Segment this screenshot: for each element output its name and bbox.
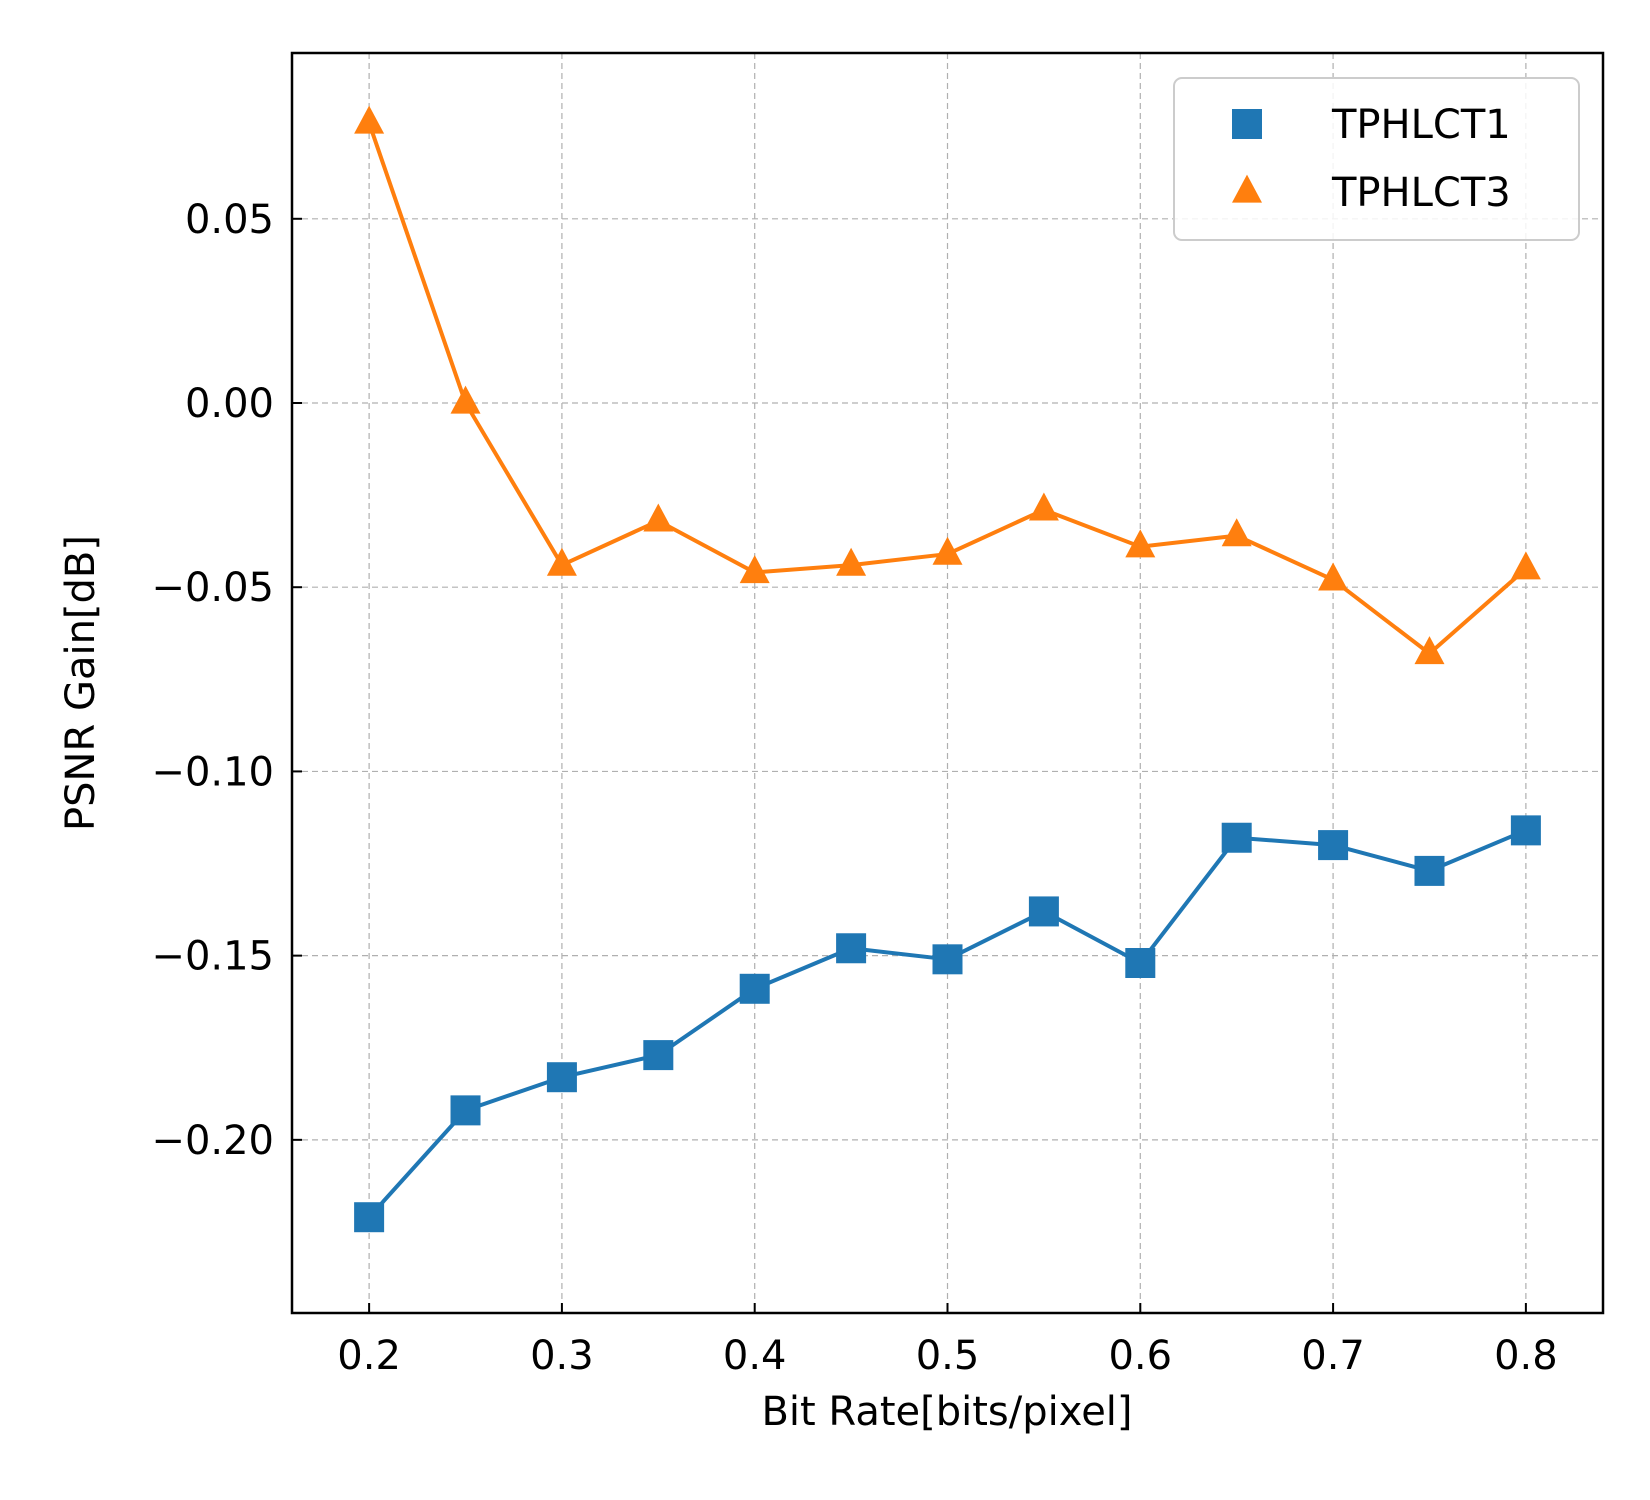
data-point (354, 1202, 385, 1233)
grid (292, 53, 1603, 1313)
data-point (1221, 518, 1252, 547)
series-layer (354, 105, 1541, 1233)
legend: TPHLCT1 TPHLCT3 (1173, 77, 1580, 241)
x-tick-label: 0.8 (1494, 1333, 1558, 1379)
data-point (1414, 636, 1445, 665)
x-axis-title: Bit Rate[bits/pixel] (761, 1389, 1132, 1435)
y-tick-label: −0.10 (151, 749, 274, 795)
x-tick-label: 0.7 (1301, 1333, 1365, 1379)
data-point (354, 105, 385, 134)
data-point (450, 385, 481, 414)
x-tick-label: 0.6 (1108, 1333, 1172, 1379)
legend-box (1173, 77, 1580, 241)
data-point (1414, 855, 1445, 886)
data-point (932, 944, 963, 975)
data-point (836, 547, 867, 576)
data-point (1318, 562, 1349, 591)
legend-label: TPHLCT3 (1331, 170, 1511, 216)
data-point (1221, 822, 1252, 853)
data-point (1028, 896, 1059, 927)
legend-label: TPHLCT1 (1331, 102, 1511, 148)
y-axis-title: PSNR Gain[dB] (58, 535, 104, 831)
x-tick-label: 0.4 (723, 1333, 787, 1379)
series-tphlct1 (354, 815, 1541, 1233)
data-point (1125, 948, 1156, 978)
data-point (1318, 830, 1349, 861)
data-point (1028, 492, 1059, 521)
data-point (932, 536, 963, 565)
x-tick-label: 0.5 (916, 1333, 980, 1379)
data-point (1510, 551, 1541, 580)
y-tick-label: −0.05 (151, 565, 274, 611)
y-tick-label: 0.00 (185, 381, 274, 427)
legend-marker (1232, 174, 1262, 203)
data-point (643, 1040, 674, 1071)
data-point (546, 1062, 577, 1093)
x-tick-label: 0.2 (337, 1333, 401, 1379)
axis-ticks: 0.2 0.3 0.4 0.5 0.6 0.7 0.8 0.05 0.00 −0.05 −0.10 −… (151, 197, 1557, 1379)
y-tick-label: −0.15 (151, 934, 274, 980)
data-point (450, 1095, 481, 1126)
legend-marker (1232, 109, 1262, 139)
y-tick-label: −0.20 (151, 1118, 274, 1164)
data-point (1125, 529, 1156, 558)
data-point (836, 933, 867, 964)
x-tick-label: 0.3 (530, 1333, 594, 1379)
data-point (1510, 815, 1541, 846)
series-tphlct3 (354, 105, 1541, 665)
data-point (739, 555, 770, 584)
data-point (643, 503, 674, 532)
data-point (739, 973, 770, 1004)
y-tick-label: 0.05 (185, 197, 274, 243)
data-point (546, 547, 577, 576)
